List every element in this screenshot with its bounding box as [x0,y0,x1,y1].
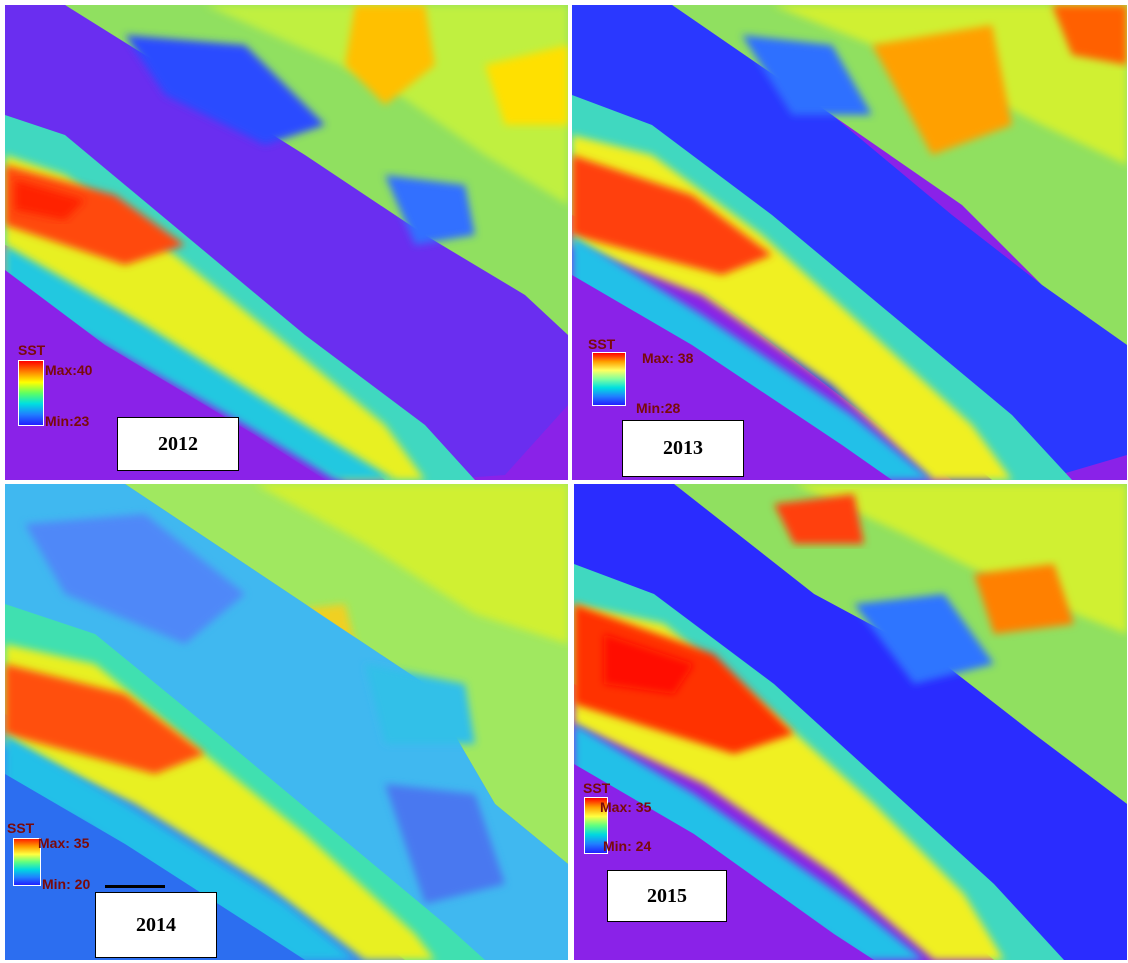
legend-title-2013: SST [588,336,616,352]
legend-min-2015: Min: 24 [603,838,652,854]
legend-title-2015: SST [583,780,611,796]
legend-max-2012: Max:40 [45,362,93,378]
colorbar-2014 [13,838,41,886]
legend-max-2014: Max: 35 [38,835,90,851]
scale-bar [105,885,165,888]
year-label-box-2013: 2013 [622,420,744,477]
legend-min-2013: Min:28 [636,400,681,416]
legend-title-2014: SST [7,820,35,836]
legend-max-2013: Max: 38 [642,350,694,366]
legend-title-2012: SST [18,342,46,358]
legend-max-2015: Max: 35 [600,799,652,815]
colorbar-2013 [592,352,626,406]
legend-min-2014: Min: 20 [42,876,91,892]
legend-min-2012: Min:23 [45,413,90,429]
year-label-2015: 2015 [647,884,687,907]
map-panel-2014: SST Max: 35 Min: 20 2014 [5,484,568,960]
year-label-2014: 2014 [136,913,176,936]
colorbar-2015 [584,797,608,854]
sst-heatmap-2013 [572,5,1127,480]
year-label-2012: 2012 [158,432,198,455]
sst-heatmap-2012 [5,5,568,480]
year-label-box-2012: 2012 [117,417,239,471]
colorbar-2012 [18,360,44,426]
year-label-box-2015: 2015 [607,870,727,922]
map-panel-2015: SST Max: 35 Min: 24 2015 [574,484,1127,960]
map-panel-2012: SST Max:40 Min:23 2012 [5,5,568,480]
year-label-2013: 2013 [663,437,703,459]
year-label-box-2014: 2014 [95,892,217,958]
map-panel-2013: SST Max: 38 Min:28 2013 [572,5,1127,480]
sst-heatmap-2014 [5,484,568,960]
